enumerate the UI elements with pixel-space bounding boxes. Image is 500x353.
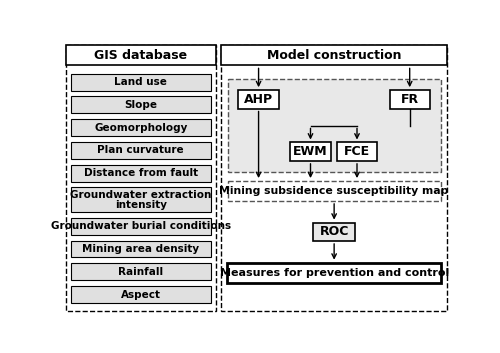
Text: EWM: EWM [293,145,328,158]
Bar [390,90,430,109]
Bar [222,46,447,311]
Text: Aspect: Aspect [121,289,161,299]
Text: Rainfall: Rainfall [118,267,164,277]
Text: FR: FR [400,93,419,106]
Bar [71,73,210,90]
Text: Plan curvature: Plan curvature [98,145,184,155]
Text: Measures for prevention and control: Measures for prevention and control [220,268,449,277]
Text: Distance from fault: Distance from fault [84,168,198,178]
Text: ROC: ROC [320,225,349,238]
Bar [71,142,210,159]
Text: Mining subsidence susceptibility map: Mining subsidence susceptibility map [220,186,449,196]
Bar [71,240,210,257]
Bar [238,90,279,109]
Bar [228,79,440,172]
Bar [313,222,356,241]
Text: Geomorphology: Geomorphology [94,122,188,132]
Bar [71,119,210,136]
Text: Model construction: Model construction [267,49,402,62]
Bar [228,181,440,201]
Text: Mining area density: Mining area density [82,244,200,254]
Text: GIS database: GIS database [94,49,188,62]
Bar [71,164,210,181]
Bar [71,286,210,303]
Text: Land use: Land use [114,77,167,87]
Bar [71,263,210,280]
Bar [71,218,210,235]
Text: FCE: FCE [344,145,370,158]
Bar [66,46,216,311]
Text: intensity: intensity [115,200,167,210]
Bar [337,143,377,161]
Bar [71,96,210,113]
Text: Groundwater extraction: Groundwater extraction [70,190,212,200]
Bar [66,46,216,65]
Text: AHP: AHP [244,93,273,106]
Bar [71,187,210,212]
Bar [290,143,331,161]
Text: Slope: Slope [124,100,158,110]
Bar [227,263,442,283]
Text: Groundwater burial conditions: Groundwater burial conditions [50,221,231,231]
Bar [222,46,447,65]
